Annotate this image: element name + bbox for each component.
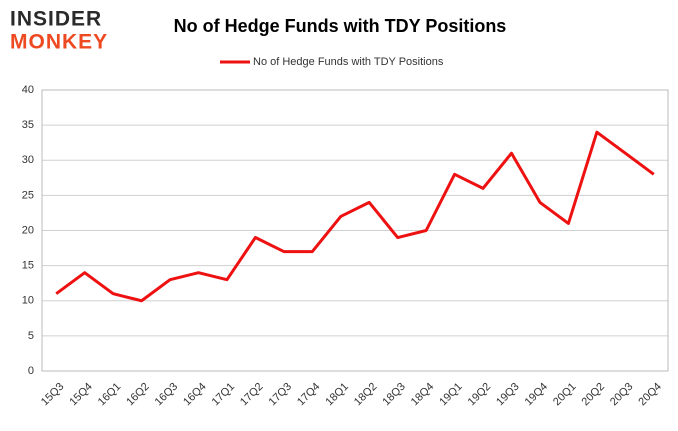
y-tick-label: 15 (22, 260, 34, 272)
logo-line2: MONKEY (10, 31, 108, 54)
y-tick-label: 25 (22, 189, 34, 201)
legend-label: No of Hedge Funds with TDY Positions (253, 56, 444, 68)
y-tick-label: 5 (28, 330, 34, 342)
y-tick-label: 30 (22, 154, 34, 166)
y-tick-label: 10 (22, 295, 34, 307)
logo-line1: INSIDER (10, 8, 102, 31)
y-tick-label: 0 (28, 365, 34, 377)
plot-border (41, 89, 669, 372)
y-tick-label: 35 (22, 119, 34, 131)
y-tick-label: 20 (22, 224, 34, 236)
y-tick-label: 40 (22, 84, 34, 96)
chart-title: No of Hedge Funds with TDY Positions (174, 16, 507, 36)
data-line (55, 130, 655, 303)
